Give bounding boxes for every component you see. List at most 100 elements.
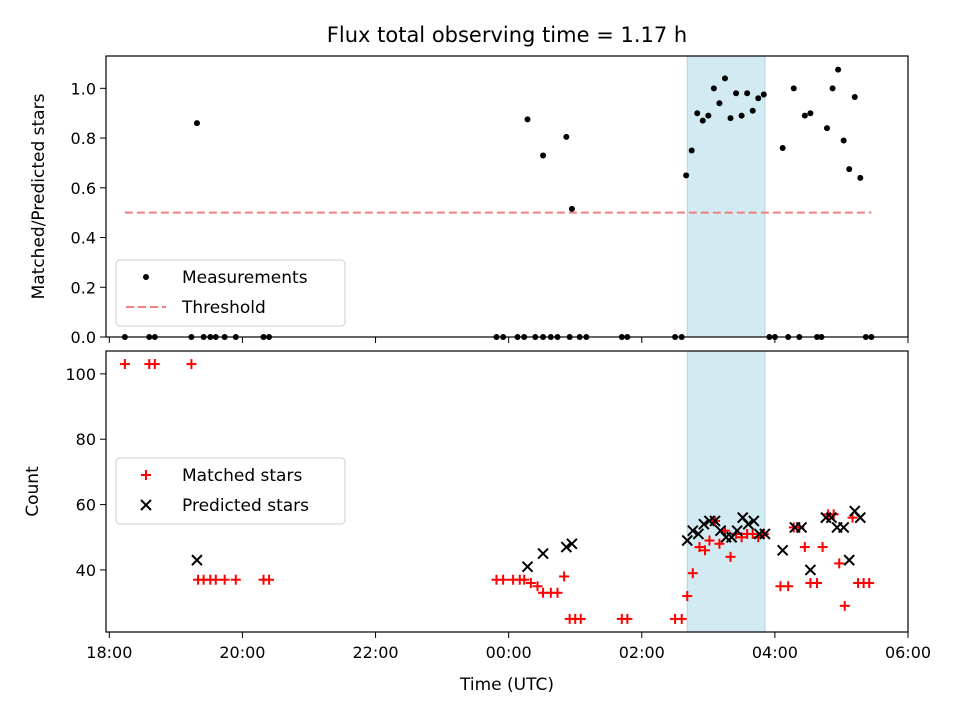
matched-star-marker [834, 558, 845, 569]
predicted-star-marker [825, 511, 838, 524]
measurement-point [835, 66, 842, 73]
matched-star-marker [525, 577, 536, 588]
measurement-point [840, 137, 847, 144]
measurement-point [766, 334, 773, 340]
measurement-point [563, 133, 570, 140]
predicted-star-marker [681, 534, 693, 547]
x-b [748, 515, 760, 527]
matched-star-marker [264, 574, 275, 585]
y-tick-label: 0.6 [71, 179, 96, 198]
measurement-point [540, 334, 547, 340]
predicted-star-marker [698, 518, 710, 530]
predicted-star-marker [731, 525, 743, 537]
matched-star-marker [575, 613, 586, 624]
measurement-point [699, 117, 706, 124]
measurement-point [785, 334, 792, 340]
x-b [681, 534, 693, 547]
matched-star-marker [682, 591, 693, 602]
measurement-point [814, 334, 821, 340]
measurement-point [683, 172, 690, 179]
measurement-point [524, 116, 531, 123]
y-tick-label: 40 [76, 561, 96, 580]
measurement-point [500, 334, 507, 340]
legend-label: Predicted stars [182, 496, 309, 516]
measurement-point [733, 90, 740, 97]
y-tick-label: 60 [76, 496, 96, 515]
legend-label: Matched stars [182, 466, 302, 486]
predicted-star-marker [795, 521, 808, 534]
predicted-star-marker [560, 541, 573, 553]
measurement-point [716, 100, 723, 107]
bottom-panel: 18:00 20:00 22:00 00:00 02:00 04:00 06:00 40 60 8… [23, 350, 931, 662]
measurement-point [521, 334, 528, 340]
measurement-point [678, 334, 685, 340]
predicted-star-marker [687, 525, 699, 537]
measurement-point [672, 334, 679, 340]
matched-star-marker [704, 535, 715, 546]
measurement-point [554, 334, 561, 340]
matched-star-marker [783, 581, 794, 592]
x-b [825, 511, 838, 524]
x-b [537, 547, 549, 560]
predicted-star-marker [748, 515, 760, 527]
predicted-star-marker [837, 521, 850, 534]
measurement-point [200, 334, 207, 340]
matched-star-marker [694, 542, 705, 553]
x-b [737, 511, 749, 524]
measurement-point [790, 85, 797, 92]
x-axis-label: Time (UTC) [459, 675, 554, 695]
measurement-point [771, 334, 778, 340]
plot-frame [105, 55, 909, 338]
matched-star-marker [498, 574, 509, 585]
x-b [191, 554, 203, 566]
predicted-star-marker [692, 528, 705, 540]
x-b [698, 518, 710, 530]
legend-marker-matched [141, 470, 151, 480]
predicted-star-marker [854, 511, 867, 524]
measurement-point [727, 115, 734, 122]
highlight-span [686, 55, 766, 338]
predicted-star-marker [776, 544, 789, 557]
x-tick-label: 18:00 [86, 643, 132, 662]
matched-star-marker [532, 581, 543, 592]
measurement-point [868, 334, 875, 340]
predicted-star-marker [759, 528, 771, 540]
measurement-point [151, 334, 158, 340]
measurement-point [493, 334, 500, 340]
legend-box [115, 457, 346, 525]
matched-star-marker [552, 587, 563, 598]
y-tick-label: 0.2 [71, 278, 96, 297]
matched-star-marker [700, 545, 711, 556]
predicted-star-marker [709, 515, 721, 527]
chart-title: Flux total observing time = 1.17 h [327, 23, 687, 47]
measurement-point [193, 120, 200, 127]
legend-box [115, 259, 346, 327]
measurement-point [738, 112, 745, 119]
x-b [776, 544, 789, 557]
plot-frame [105, 350, 909, 633]
x-tick-label: 00:00 [486, 643, 532, 662]
measurement-point [583, 334, 590, 340]
y-tick-label: 0.4 [71, 229, 96, 248]
measurement-point [801, 112, 808, 119]
measurement-point [796, 334, 803, 340]
x-b [795, 521, 808, 534]
matched-star-marker [687, 568, 698, 579]
matched-star-marker [119, 359, 130, 370]
legend-marker-predicted [140, 499, 152, 511]
y-tick-label: 80 [76, 430, 96, 449]
measurement-point [221, 334, 228, 340]
measurement-point [710, 85, 717, 92]
measurement-point [705, 112, 712, 119]
measurement-point [514, 334, 521, 340]
predicted-star-marker [521, 560, 534, 573]
x-b [804, 564, 817, 576]
x-b [140, 499, 152, 511]
measurement-point [624, 334, 631, 340]
measurement-point [857, 174, 864, 181]
measurement-point [760, 91, 767, 98]
legend-label: Threshold [181, 298, 266, 318]
matched-star-marker [186, 359, 197, 370]
measurement-point [829, 85, 836, 92]
measurement-point [207, 334, 214, 340]
